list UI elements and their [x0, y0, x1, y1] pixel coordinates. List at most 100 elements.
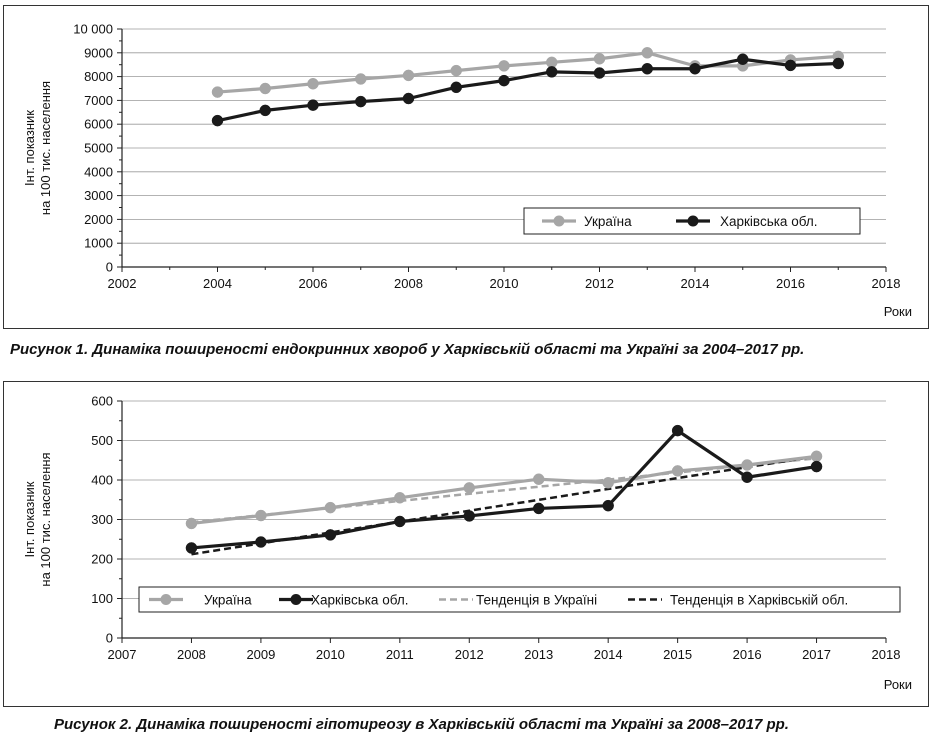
data-point-s1-5 [532, 502, 545, 515]
data-point-s0-9 [810, 450, 823, 463]
legend-label: Харківська обл. [720, 214, 817, 229]
legend-label: Україна [204, 593, 252, 608]
x-tick-label: 2015 [663, 647, 692, 662]
data-point-s1-5 [450, 81, 462, 94]
data-point-s1-1 [259, 104, 271, 117]
x-tick-label: 2014 [594, 647, 623, 662]
data-point-s1-12 [784, 59, 797, 72]
data-point-s1-2 [307, 99, 319, 111]
x-tick-label: 2016 [776, 276, 805, 291]
data-point-s0-3 [355, 73, 367, 85]
data-point-s0-0 [185, 517, 198, 530]
x-tick-label: 2006 [299, 276, 328, 291]
legend-label: Україна [584, 214, 632, 229]
data-point-s1-2 [324, 529, 337, 541]
y-axis-label: Інт. показник [22, 110, 37, 186]
data-point-s1-6 [498, 74, 510, 87]
x-tick-label: 2004 [203, 276, 232, 291]
figure-caption-2: Рисунок 2. Динаміка поширеності гіпотире… [54, 716, 789, 733]
data-point-s1-8 [593, 67, 606, 79]
x-tick-label: 2008 [394, 276, 423, 291]
series-line-1 [191, 429, 817, 550]
x-tick-label: 2017 [802, 647, 831, 662]
data-point-s1-1 [255, 536, 267, 548]
data-point-s1-3 [355, 95, 367, 108]
y-tick-label: 0 [106, 260, 113, 275]
data-point-s0-2 [324, 501, 337, 514]
data-point-s0-6 [602, 477, 614, 489]
x-tick-label: 2012 [455, 647, 484, 662]
data-point-s0-2 [307, 77, 319, 90]
series-line-1 [217, 57, 839, 123]
legend-swatch-marker [553, 215, 565, 227]
legend-box [138, 586, 901, 613]
y-axis-label: на 100 тис. населення [38, 81, 53, 215]
y-tick-label: 0 [106, 631, 113, 646]
x-tick-label: 2014 [681, 276, 710, 291]
data-point-s0-4 [463, 482, 476, 494]
y-axis-label: на 100 тис. населення [38, 452, 53, 586]
x-tick-label: 2011 [386, 647, 414, 662]
legend-swatch-marker [290, 594, 302, 605]
figure-caption-1: Рисунок 1. Динаміка поширеності ендокрин… [10, 341, 805, 358]
data-point-s1-11 [737, 53, 749, 65]
legend-label: Харківська обл. [311, 593, 408, 608]
y-tick-label: 400 [91, 473, 113, 488]
y-tick-label: 10 000 [73, 22, 113, 37]
data-point-s1-0 [211, 114, 224, 127]
data-point-s0-8 [741, 459, 753, 471]
data-point-s0-1 [259, 82, 271, 95]
data-point-s1-9 [641, 62, 653, 75]
y-tick-label: 500 [91, 433, 113, 448]
data-point-s1-7 [546, 66, 558, 78]
x-tick-label: 2010 [490, 276, 519, 291]
x-axis-label: Роки [884, 304, 912, 319]
y-tick-label: 8000 [84, 69, 113, 84]
y-tick-label: 1000 [84, 236, 113, 251]
chart-1: 0 1000 2000 3000 4000 5000 6000 7000 8000 9000 10 … [22, 22, 912, 320]
x-axis-label: Роки [884, 677, 912, 692]
y-tick-label: 300 [91, 512, 113, 527]
data-point-s1-8 [741, 471, 753, 483]
x-tick-label: 2016 [733, 647, 762, 662]
x-tick-label: 2008 [177, 647, 206, 662]
y-tick-label: 5000 [84, 141, 113, 156]
legend-swatch-marker [687, 215, 699, 227]
data-point-s0-1 [255, 509, 267, 522]
data-point-s1-4 [463, 510, 476, 522]
chart-panel-2: 0 100 200 300 400 500 600 2007 2008 2009 2010 2011 2… [3, 381, 929, 707]
data-point-s0-5 [532, 473, 545, 485]
data-point-s1-6 [602, 499, 614, 512]
data-point-s0-3 [394, 492, 406, 504]
x-tick-label: 2002 [108, 276, 137, 291]
data-point-s0-4 [402, 69, 415, 82]
y-tick-label: 9000 [84, 45, 113, 60]
data-point-s0-9 [641, 47, 653, 59]
y-tick-label: 100 [91, 591, 113, 606]
y-tick-label: 7000 [84, 93, 113, 108]
data-point-s0-0 [211, 86, 224, 98]
data-point-s0-8 [593, 53, 606, 65]
y-axis-label: Інт. показник [22, 481, 37, 557]
y-tick-label: 4000 [84, 164, 113, 179]
data-point-s0-7 [671, 465, 684, 477]
data-point-s1-10 [689, 62, 701, 75]
y-tick-label: 6000 [84, 117, 113, 132]
data-point-s1-0 [185, 542, 198, 554]
series-line-0 [191, 454, 817, 526]
chart-2: 0 100 200 300 400 500 600 2007 2008 2009 2010 2011 2… [22, 394, 912, 693]
data-point-s1-4 [402, 92, 415, 105]
legend-swatch-marker [160, 594, 172, 605]
x-tick-label: 2013 [524, 647, 553, 662]
x-tick-label: 2018 [872, 276, 901, 291]
series-line-0 [217, 51, 839, 94]
y-tick-label: 600 [91, 394, 113, 409]
y-tick-label: 2000 [84, 212, 113, 227]
y-tick-label: 3000 [84, 188, 113, 203]
x-tick-label: 2010 [316, 647, 345, 662]
x-tick-label: 2009 [246, 647, 275, 662]
x-tick-label: 2018 [872, 647, 901, 662]
data-point-s1-13 [832, 57, 844, 70]
x-tick-label: 2007 [108, 647, 137, 662]
data-point-s0-6 [498, 60, 510, 72]
